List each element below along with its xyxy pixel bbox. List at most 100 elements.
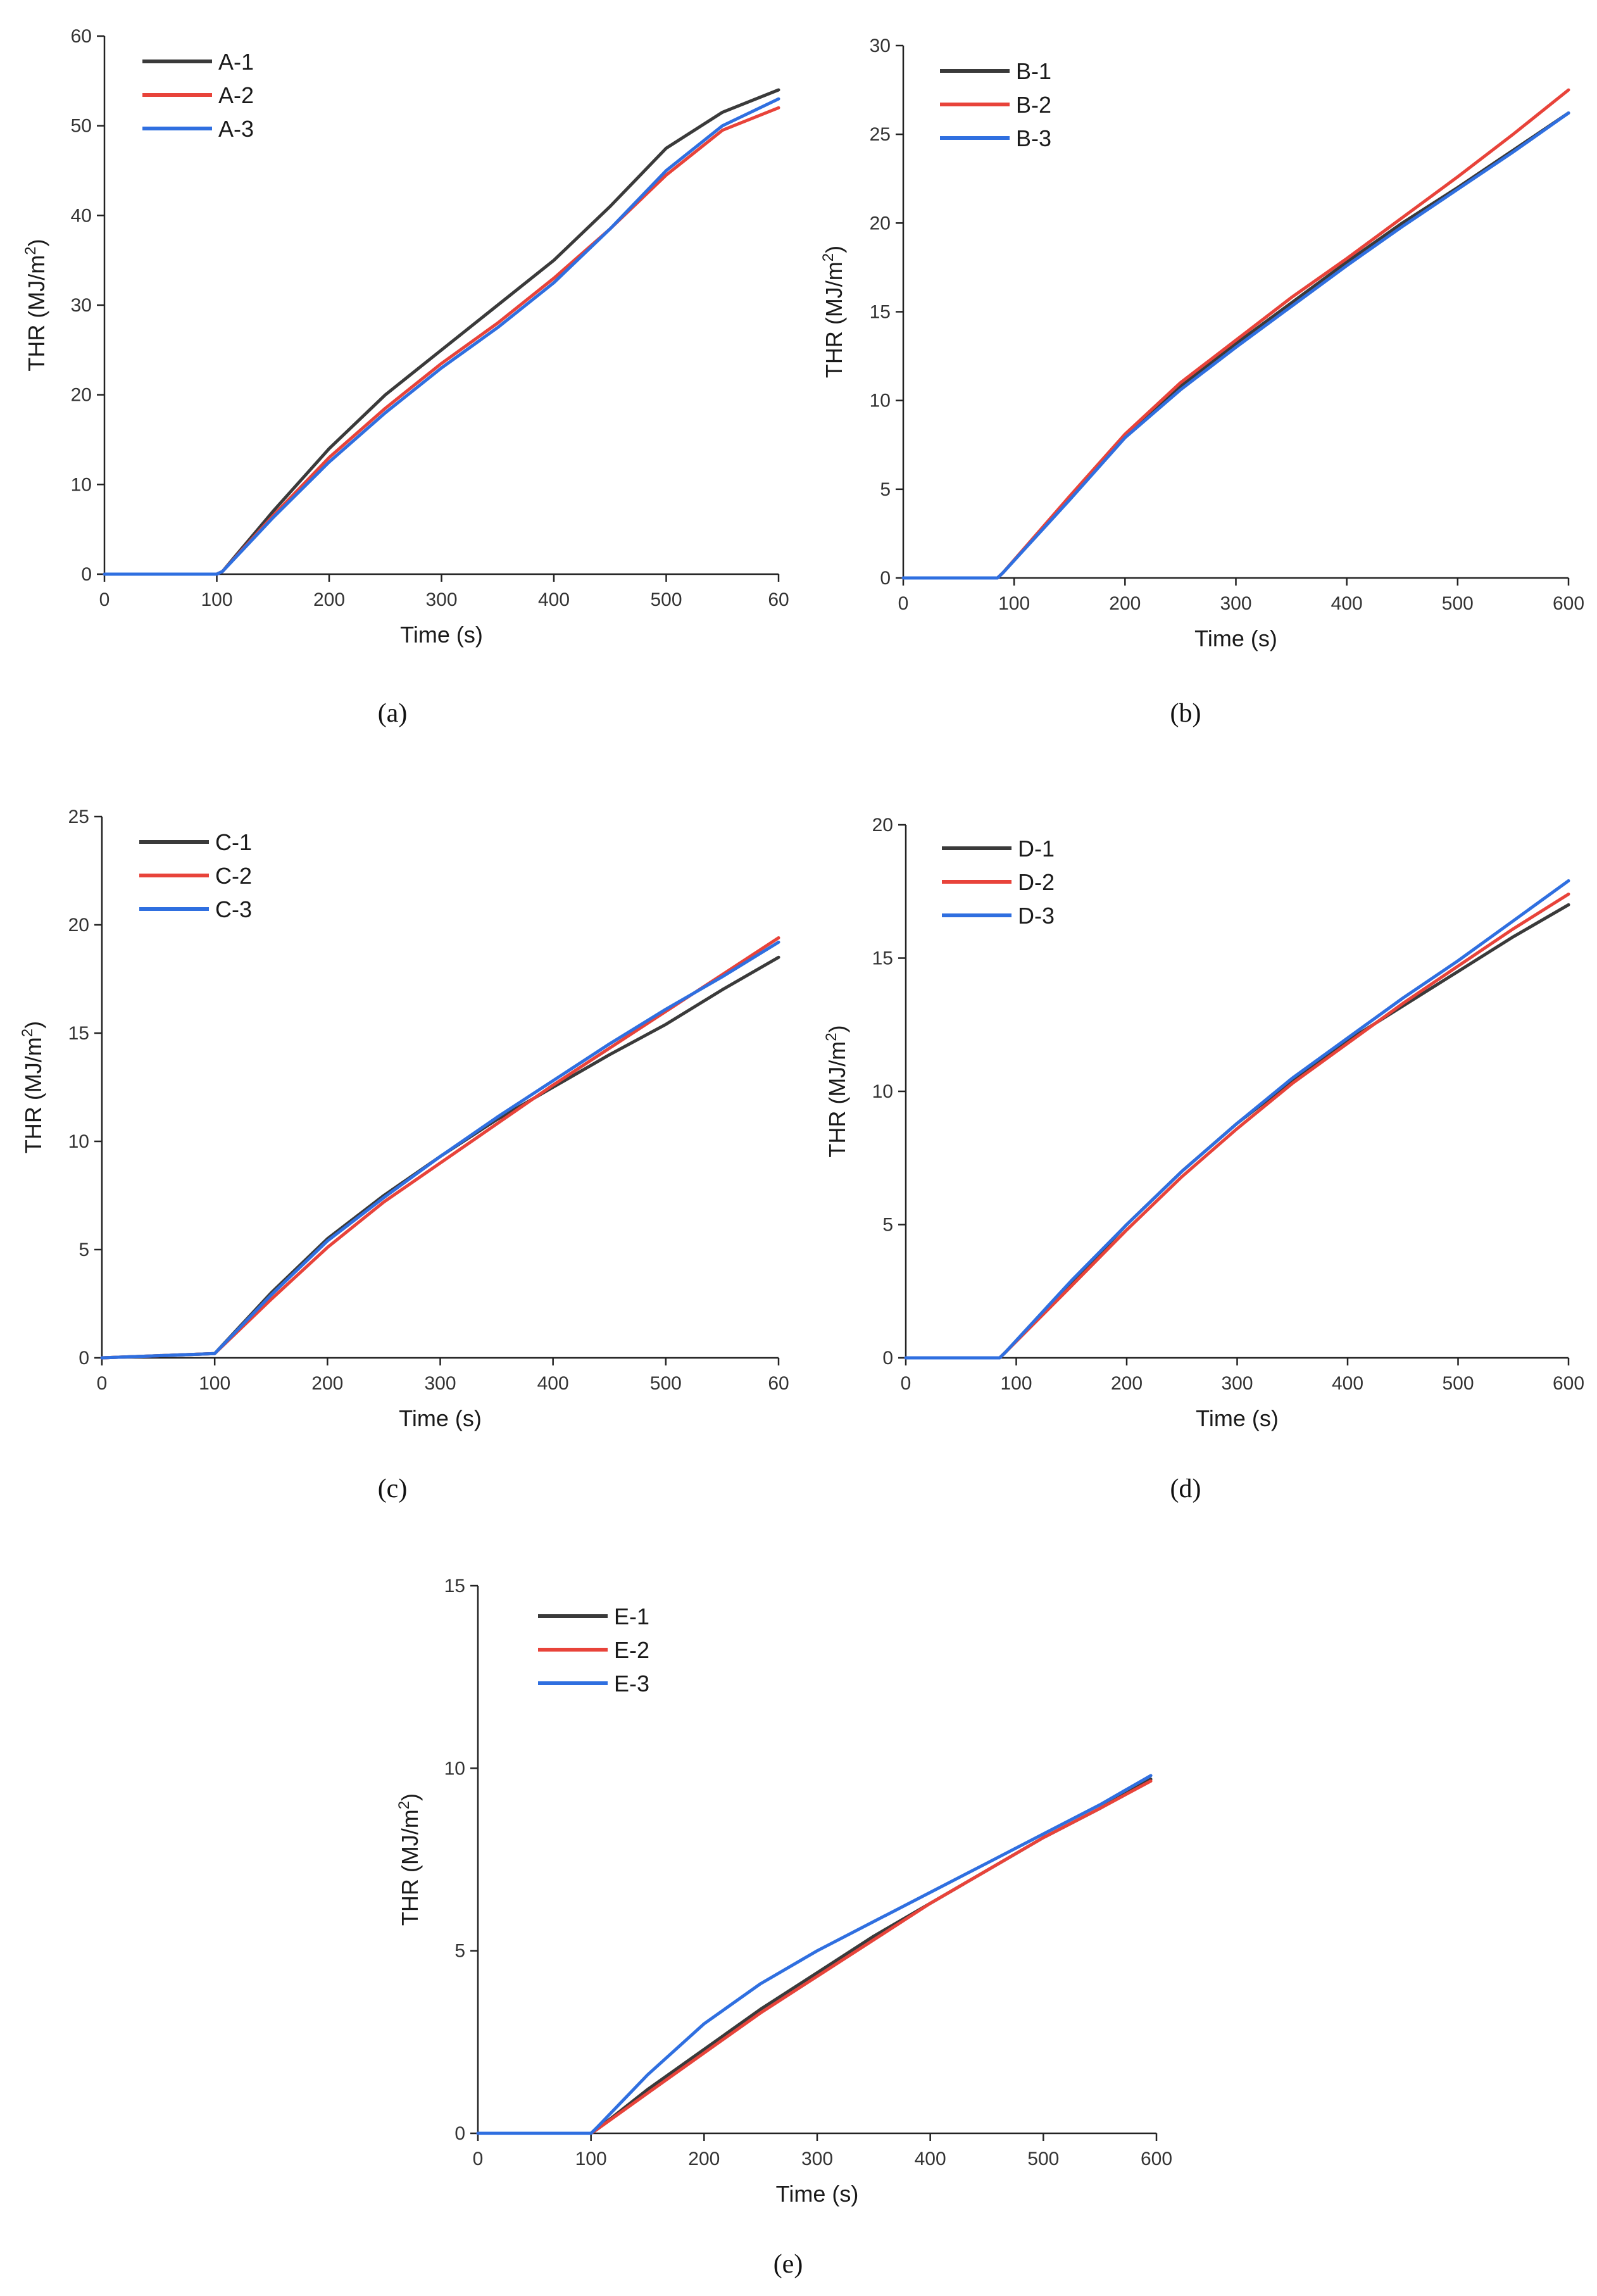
y-tick-label: 50 [71,116,92,137]
y-tick-label: 20 [71,385,92,406]
series-line-e-3 [476,1774,1153,2135]
legend-label-c-2: C-2 [215,863,252,889]
y-tick-label: 30 [71,295,92,316]
y-tick-label: 0 [454,2123,465,2144]
x-tick-label: 60 [768,589,789,610]
x-tick-label: 500 [650,589,682,610]
y-tick-label: 0 [880,568,891,589]
panel-caption: (e) [773,2250,803,2279]
y-tick-label: 20 [872,815,893,836]
y-tick-label: 10 [71,474,92,495]
legend-label-b-2: B-2 [1016,92,1051,118]
y-tick-label: 0 [882,1348,893,1369]
x-tick-label: 0 [97,1373,108,1394]
x-tick-label: 100 [199,1373,230,1394]
legend-label-b-1: B-1 [1016,58,1051,84]
series-line-b-3 [901,111,1570,580]
x-tick-label: 300 [424,1373,456,1394]
legend-label-a-2: A-2 [218,82,254,108]
y-tick-label: 25 [68,806,89,827]
panel-caption: (c) [378,1474,408,1503]
y-tick-label: 40 [71,205,92,226]
x-tick-label: 200 [311,1373,343,1394]
y-tick-label: 10 [870,391,891,411]
legend-label-a-3: A-3 [218,116,254,142]
y-tick-label: 0 [78,1348,89,1369]
legend: A-1 A-2 A-3 [142,49,254,142]
x-tick-label: 100 [575,2149,607,2169]
y-axis-title: THR (MJ/m2) [820,246,847,378]
x-tick-label: 500 [1027,2149,1059,2169]
y-axis-title: THR (MJ/m2) [19,1021,46,1153]
x-axis-title: Time (s) [776,2181,859,2207]
x-tick-label: 200 [1111,1373,1143,1394]
x-tick-label: 100 [201,589,232,610]
x-tick-label: 300 [801,2149,833,2169]
chart-b: 0 100 200 300 400 500 600 0 5 10 15 20 25 30 Time (s) T… [820,35,1584,728]
series-line-b-2 [901,88,1570,580]
y-tick-label: 20 [870,213,891,234]
legend-label-e-1: E-1 [614,1603,649,1629]
x-tick-label: 300 [425,589,457,610]
x-axis-title: Time (s) [1196,1405,1279,1431]
legend: B-1 B-2 B-3 [940,58,1051,151]
panel-caption: (b) [1170,699,1201,728]
series-line-d-1 [904,903,1570,1360]
y-tick-label: 20 [68,915,89,936]
x-tick-label: 600 [1141,2149,1172,2169]
x-axis-title: Time (s) [400,622,483,648]
panel-caption: (d) [1170,1474,1201,1503]
legend-label-d-1: D-1 [1018,836,1055,862]
legend-label-a-1: A-1 [218,49,254,75]
x-tick-label: 400 [1332,1373,1363,1394]
x-axis-title: Time (s) [399,1405,482,1431]
y-tick-label: 10 [68,1131,89,1152]
y-tick-label: 10 [872,1081,893,1102]
x-tick-label: 500 [650,1373,682,1394]
series-line-d-3 [904,879,1570,1360]
legend-label-e-2: E-2 [614,1637,649,1663]
legend-label-c-1: C-1 [215,829,252,855]
legend-label-c-3: C-3 [215,896,252,922]
y-axis-title: THR (MJ/m2) [823,1025,850,1157]
y-tick-label: 5 [78,1239,89,1260]
chart-d: 0 100 200 300 400 500 600 0 5 10 15 20 Time (s) THR (… [823,815,1584,1503]
x-tick-label: 0 [99,589,110,610]
series-line-c-2 [100,936,780,1360]
x-tick-label: 600 [1553,1373,1584,1394]
y-tick-label: 15 [870,302,891,323]
legend: E-1 E-2 E-3 [538,1603,649,1697]
y-tick-label: 15 [444,1576,465,1597]
y-tick-label: 5 [880,479,891,500]
x-tick-label: 600 [1553,593,1584,614]
legend-label-e-3: E-3 [614,1671,649,1697]
legend-label-d-3: D-3 [1018,903,1055,929]
x-tick-label: 300 [1220,593,1251,614]
x-tick-label: 100 [1000,1373,1032,1394]
y-tick-label: 15 [872,948,893,969]
y-tick-label: 30 [870,35,891,56]
y-axis-title: THR (MJ/m2) [396,1793,423,1926]
x-tick-label: 0 [898,593,909,614]
y-axis-title: THR (MJ/m2) [22,239,49,371]
x-tick-label: 500 [1442,593,1474,614]
chart-e: 0 100 200 300 400 500 600 0 5 10 15 Time (s) THR (MJ… [396,1576,1172,2279]
x-tick-label: 400 [1331,593,1363,614]
x-tick-label: 0 [473,2149,484,2169]
x-tick-label: 100 [998,593,1030,614]
legend-label-d-2: D-2 [1018,869,1055,895]
panel-caption: (a) [378,699,408,728]
x-tick-label: 400 [915,2149,946,2169]
x-tick-label: 200 [1109,593,1141,614]
x-tick-label: 500 [1442,1373,1474,1394]
legend: D-1 D-2 D-3 [942,836,1055,929]
y-tick-label: 5 [454,1941,465,1962]
y-tick-label: 10 [444,1758,465,1779]
series-line-e-2 [476,1779,1153,2135]
x-tick-label: 400 [538,589,570,610]
x-tick-label: 0 [901,1373,911,1394]
x-tick-label: 400 [537,1373,569,1394]
